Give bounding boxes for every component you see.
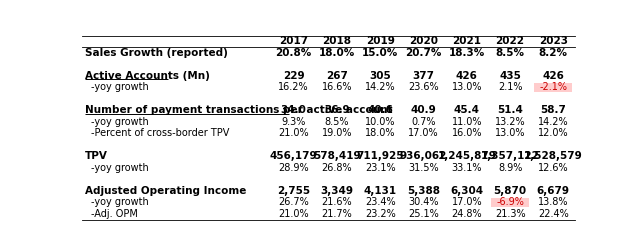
Text: 3,349: 3,349 <box>321 186 353 196</box>
Text: 20.8%: 20.8% <box>276 48 312 58</box>
Text: 456,179: 456,179 <box>270 151 317 161</box>
Text: TPV: TPV <box>85 151 108 161</box>
Text: 8.5%: 8.5% <box>324 117 349 127</box>
Text: 45.4: 45.4 <box>454 105 480 115</box>
Text: 23.4%: 23.4% <box>365 197 396 207</box>
Text: 435: 435 <box>499 71 521 81</box>
Text: 305: 305 <box>369 71 391 81</box>
Text: 426: 426 <box>456 71 478 81</box>
Text: 12.0%: 12.0% <box>538 128 569 138</box>
Text: 40.9: 40.9 <box>411 105 436 115</box>
Text: 25.1%: 25.1% <box>408 209 439 219</box>
Text: 2021: 2021 <box>452 36 481 46</box>
Bar <box>491 198 529 207</box>
Text: 8.2%: 8.2% <box>539 48 568 58</box>
Text: 14.2%: 14.2% <box>538 117 569 127</box>
Text: 40.6: 40.6 <box>367 105 393 115</box>
Text: 578,419: 578,419 <box>313 151 361 161</box>
Text: 5,388: 5,388 <box>407 186 440 196</box>
Text: 23.2%: 23.2% <box>365 209 396 219</box>
Text: 23.1%: 23.1% <box>365 163 396 173</box>
Text: 10.0%: 10.0% <box>365 117 396 127</box>
Text: 2.1%: 2.1% <box>498 82 522 92</box>
Text: 19.0%: 19.0% <box>322 128 352 138</box>
Text: -yoy growth: -yoy growth <box>91 197 148 207</box>
Text: -Percent of cross-border TPV: -Percent of cross-border TPV <box>91 128 229 138</box>
Text: 2018: 2018 <box>323 36 351 46</box>
Text: 51.4: 51.4 <box>497 105 523 115</box>
Text: 15.0%: 15.0% <box>362 48 399 58</box>
Text: 33.1%: 33.1% <box>452 163 482 173</box>
Text: -yoy growth: -yoy growth <box>91 82 148 92</box>
Text: 16.2%: 16.2% <box>278 82 309 92</box>
Text: Active Accounts (Mn): Active Accounts (Mn) <box>85 71 210 81</box>
Text: Number of payment transactions per active account: Number of payment transactions per activ… <box>85 105 392 115</box>
Text: -6.9%: -6.9% <box>496 197 524 207</box>
Text: 31.5%: 31.5% <box>408 163 439 173</box>
Text: 229: 229 <box>283 71 305 81</box>
Text: 13.2%: 13.2% <box>495 117 525 127</box>
Text: 12.6%: 12.6% <box>538 163 569 173</box>
Text: -yoy growth: -yoy growth <box>91 163 148 173</box>
Text: 17.0%: 17.0% <box>408 128 439 138</box>
Text: 8.9%: 8.9% <box>498 163 522 173</box>
Text: 9.3%: 9.3% <box>282 117 306 127</box>
Text: 2023: 2023 <box>539 36 568 46</box>
Bar <box>534 83 572 92</box>
Text: 426: 426 <box>543 71 564 81</box>
Text: 13.0%: 13.0% <box>452 82 482 92</box>
Text: 377: 377 <box>413 71 435 81</box>
Text: 1,357,122: 1,357,122 <box>481 151 540 161</box>
Text: -2.1%: -2.1% <box>540 82 568 92</box>
Text: 24.8%: 24.8% <box>451 209 482 219</box>
Text: 2017: 2017 <box>279 36 308 46</box>
Text: 6,304: 6,304 <box>451 186 483 196</box>
Text: Adjusted Operating Income: Adjusted Operating Income <box>85 186 246 196</box>
Text: 36.9: 36.9 <box>324 105 350 115</box>
Text: 18.0%: 18.0% <box>365 128 396 138</box>
Text: 16.0%: 16.0% <box>452 128 482 138</box>
Text: 18.0%: 18.0% <box>319 48 355 58</box>
Text: 2019: 2019 <box>366 36 395 46</box>
Text: 4,131: 4,131 <box>364 186 397 196</box>
Text: 21.7%: 21.7% <box>322 209 353 219</box>
Text: 23.6%: 23.6% <box>408 82 439 92</box>
Text: -yoy growth: -yoy growth <box>91 117 148 127</box>
Text: 20.7%: 20.7% <box>405 48 442 58</box>
Text: 2,755: 2,755 <box>277 186 310 196</box>
Text: 21.6%: 21.6% <box>322 197 353 207</box>
Text: 18.3%: 18.3% <box>449 48 485 58</box>
Text: 936,062: 936,062 <box>400 151 447 161</box>
Text: 17.0%: 17.0% <box>451 197 482 207</box>
Text: 14.2%: 14.2% <box>365 82 396 92</box>
Text: 26.7%: 26.7% <box>278 197 309 207</box>
Text: Sales Growth (reported): Sales Growth (reported) <box>85 48 228 58</box>
Text: 21.0%: 21.0% <box>278 209 309 219</box>
Text: 34.0: 34.0 <box>281 105 307 115</box>
Text: 5,870: 5,870 <box>493 186 527 196</box>
Text: 11.0%: 11.0% <box>452 117 482 127</box>
Text: 6,679: 6,679 <box>537 186 570 196</box>
Text: 13.0%: 13.0% <box>495 128 525 138</box>
Text: 22.4%: 22.4% <box>538 209 569 219</box>
Text: 8.5%: 8.5% <box>495 48 525 58</box>
Text: 1,528,579: 1,528,579 <box>524 151 583 161</box>
Text: 267: 267 <box>326 71 348 81</box>
Text: 58.7: 58.7 <box>540 105 566 115</box>
Text: 30.4%: 30.4% <box>408 197 439 207</box>
Text: 1,245,879: 1,245,879 <box>437 151 496 161</box>
Text: 2022: 2022 <box>495 36 525 46</box>
Text: 26.8%: 26.8% <box>322 163 353 173</box>
Text: 21.3%: 21.3% <box>495 209 525 219</box>
Text: 28.9%: 28.9% <box>278 163 309 173</box>
Text: 711,925: 711,925 <box>356 151 404 161</box>
Text: 13.8%: 13.8% <box>538 197 568 207</box>
Text: 16.6%: 16.6% <box>322 82 352 92</box>
Text: 2020: 2020 <box>409 36 438 46</box>
Text: 0.7%: 0.7% <box>412 117 436 127</box>
Text: 21.0%: 21.0% <box>278 128 309 138</box>
Text: -Adj. OPM: -Adj. OPM <box>91 209 138 219</box>
